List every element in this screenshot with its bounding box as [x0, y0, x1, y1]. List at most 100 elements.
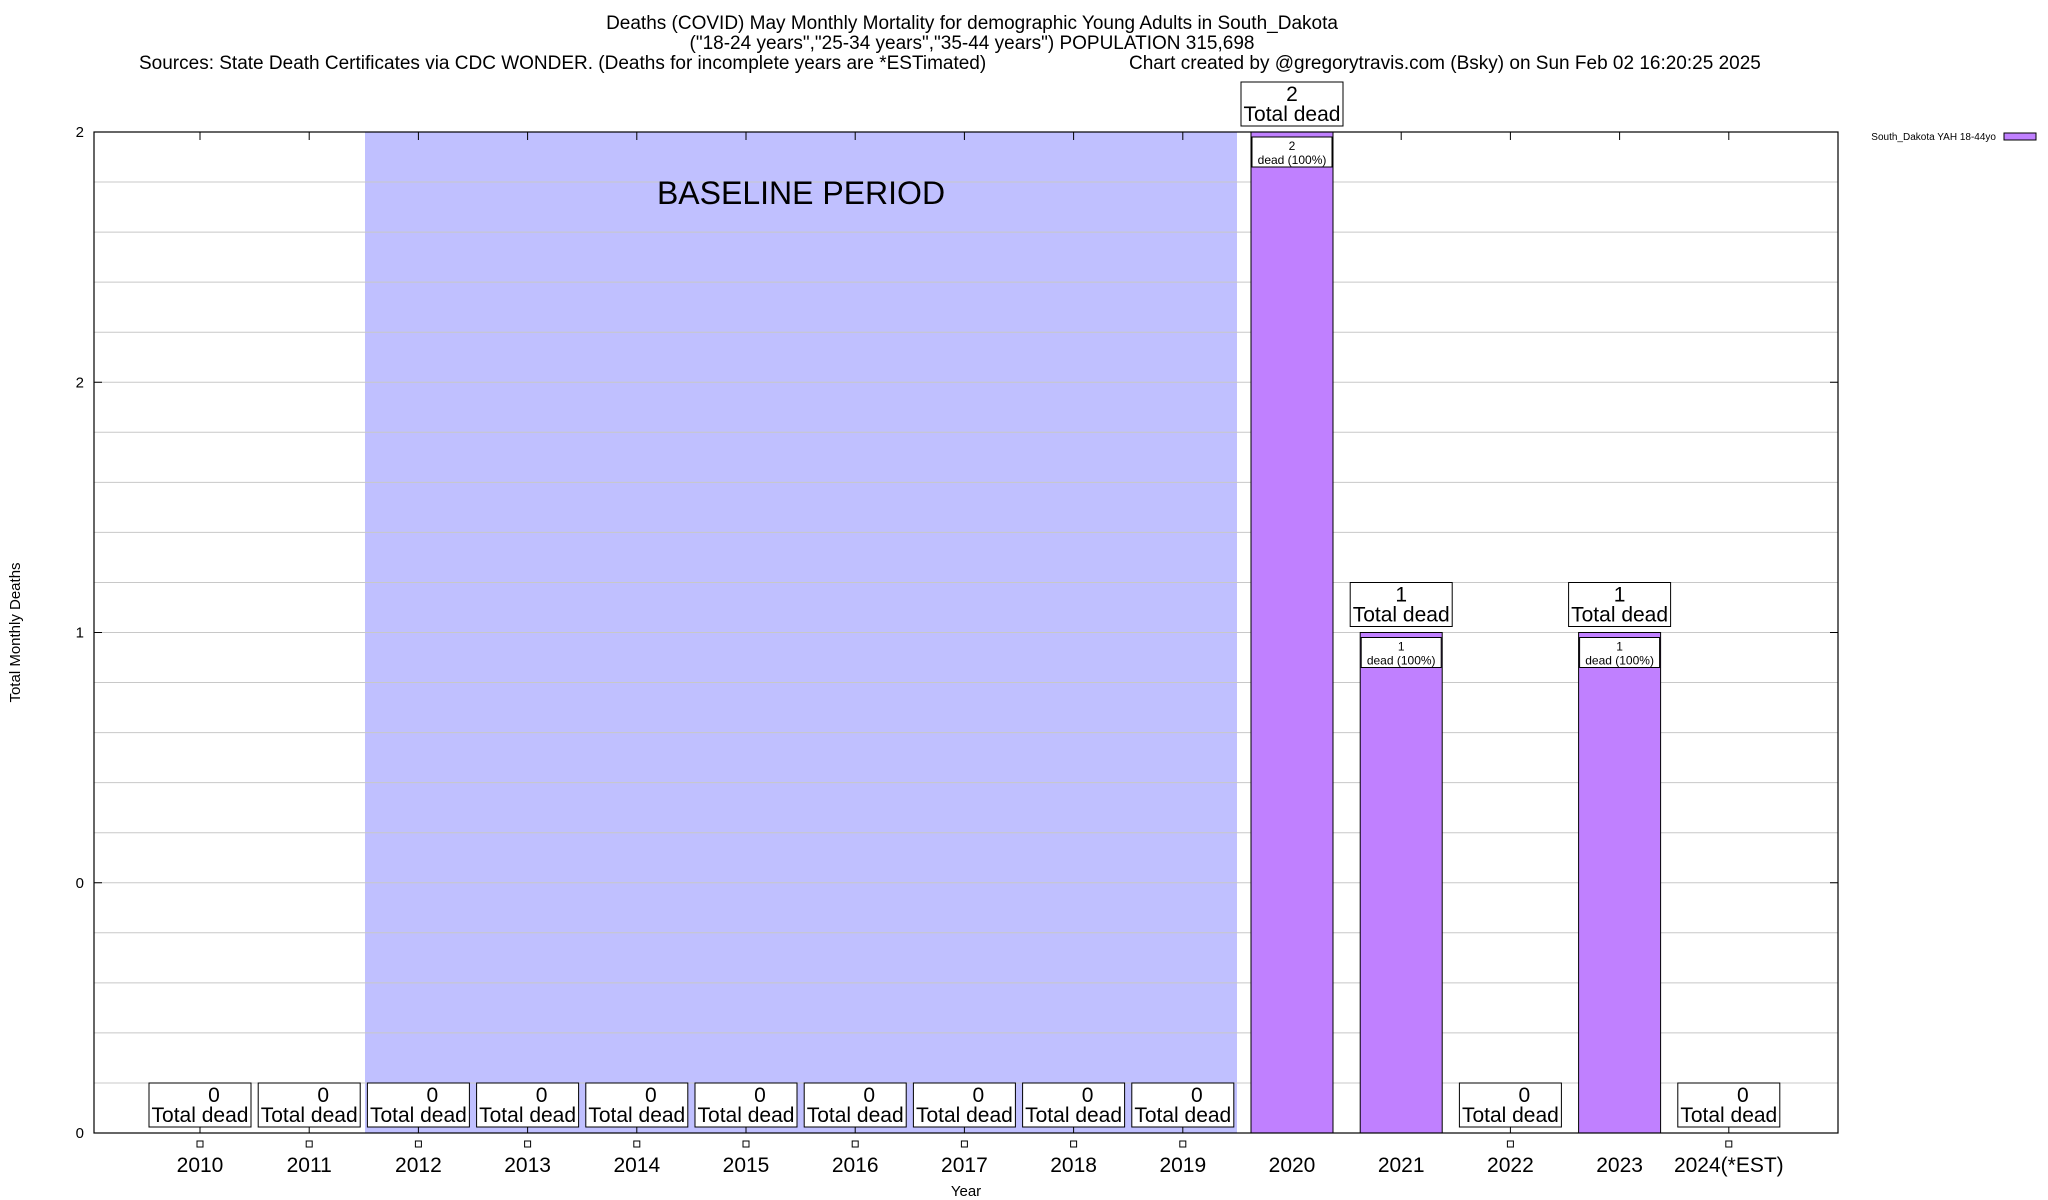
- total-label-box: [1349, 582, 1453, 627]
- total-value-label: 0: [754, 1084, 766, 1107]
- y-tick-label: 2: [76, 374, 84, 391]
- total-label-box: [366, 1082, 470, 1128]
- x-tick-label: 2014: [613, 1154, 660, 1177]
- total-label-box: [476, 1082, 580, 1128]
- total-label-box: [1677, 1082, 1781, 1128]
- total-value-label: 0: [1191, 1084, 1203, 1107]
- total-label-box: [1568, 582, 1672, 627]
- x-tick-label: 2015: [723, 1154, 770, 1177]
- y-tick-label: 0: [76, 875, 84, 892]
- x-tick-label: 2020: [1269, 1154, 1316, 1177]
- segment-label-box: [1360, 637, 1442, 668]
- zero-marker: [305, 1140, 313, 1148]
- total-label-box: [1131, 1082, 1235, 1128]
- x-axis-title: Year: [951, 1183, 981, 1200]
- total-value-label: 0: [208, 1084, 220, 1107]
- x-tick-label: 2010: [177, 1154, 224, 1177]
- total-label-box: [1022, 1082, 1126, 1128]
- x-tick-label: 2011: [287, 1154, 332, 1177]
- x-tick-label: 2023: [1596, 1154, 1643, 1177]
- zero-marker: [1179, 1140, 1187, 1148]
- sources-note: Sources: State Death Certificates via CD…: [139, 53, 987, 74]
- x-tick-label: 2022: [1487, 1154, 1534, 1177]
- zero-marker: [742, 1140, 750, 1148]
- total-dead-label: Total dead: [1462, 1104, 1559, 1127]
- total-value-label: 0: [427, 1084, 439, 1107]
- segment-percent-label: dead (100%): [1367, 654, 1436, 668]
- zero-marker: [524, 1140, 532, 1148]
- y-axis-title: Total Monthly Deaths: [7, 562, 24, 702]
- legend-label: South_Dakota YAH 18-44yo: [1871, 132, 1996, 143]
- segment-percent-label: dead (100%): [1585, 654, 1654, 668]
- segment-value-label: 1: [1398, 640, 1405, 654]
- total-dead-label: Total dead: [370, 1104, 467, 1127]
- total-dead-label: Total dead: [152, 1104, 249, 1127]
- total-label-box: [148, 1082, 252, 1128]
- total-label-box: [912, 1082, 1016, 1128]
- total-value-label: 0: [1519, 1084, 1531, 1107]
- total-label-box: [257, 1082, 361, 1128]
- x-tick-label: 2021: [1378, 1154, 1425, 1177]
- total-dead-label: Total dead: [1571, 604, 1668, 627]
- y-tick-label: 2: [76, 124, 84, 141]
- segment-label-box: [1251, 136, 1333, 168]
- total-value-label: 1: [1614, 584, 1626, 607]
- total-value-label: 2: [1286, 83, 1298, 106]
- x-tick-label: 2013: [504, 1154, 551, 1177]
- total-value-label: 1: [1395, 584, 1407, 607]
- total-dead-label: Total dead: [1134, 1104, 1231, 1127]
- bar: [1578, 632, 1662, 1134]
- total-label-box: [1240, 81, 1344, 127]
- legend-swatch: [2003, 132, 2037, 141]
- y-tick-label: 1: [76, 625, 84, 642]
- bar: [1250, 131, 1334, 1134]
- chart-title: Deaths (COVID) May Monthly Mortality for…: [606, 13, 1338, 34]
- total-value-label: 0: [536, 1084, 548, 1107]
- zero-marker: [960, 1140, 968, 1148]
- plot-border: [93, 131, 1839, 1134]
- segment-label-box: [1579, 637, 1661, 668]
- total-dead-label: Total dead: [588, 1104, 685, 1127]
- total-dead-label: Total dead: [1244, 103, 1341, 126]
- total-value-label: 0: [1082, 1084, 1094, 1107]
- total-label-box: [694, 1082, 798, 1128]
- segment-percent-label: dead (100%): [1258, 153, 1327, 167]
- zero-marker: [633, 1140, 641, 1148]
- x-tick-label: 2017: [941, 1154, 988, 1177]
- x-tick-label: 2018: [1050, 1154, 1097, 1177]
- x-tick-label: 2024(*EST): [1674, 1154, 1784, 1177]
- total-value-label: 0: [863, 1084, 875, 1107]
- y-tick-label: 0: [76, 1125, 84, 1142]
- bar: [1359, 632, 1443, 1134]
- total-dead-label: Total dead: [698, 1104, 795, 1127]
- total-value-label: 0: [973, 1084, 985, 1107]
- total-dead-label: Total dead: [1353, 604, 1450, 627]
- total-dead-label: Total dead: [916, 1104, 1013, 1127]
- x-tick-label: 2016: [832, 1154, 879, 1177]
- total-value-label: 0: [1737, 1084, 1749, 1107]
- total-dead-label: Total dead: [1025, 1104, 1122, 1127]
- zero-marker: [196, 1140, 204, 1148]
- segment-value-label: 1: [1616, 640, 1623, 654]
- zero-marker: [1725, 1140, 1733, 1148]
- total-label-box: [803, 1082, 907, 1128]
- total-dead-label: Total dead: [261, 1104, 358, 1127]
- chart-credit: Chart created by @gregorytravis.com (Bsk…: [1129, 53, 1761, 74]
- total-value-label: 0: [645, 1084, 657, 1107]
- total-dead-label: Total dead: [479, 1104, 576, 1127]
- zero-marker: [1506, 1140, 1514, 1148]
- x-tick-label: 2019: [1159, 1154, 1206, 1177]
- baseline-period-label: BASELINE PERIOD: [657, 175, 945, 211]
- zero-marker: [851, 1140, 859, 1148]
- x-tick-label: 2012: [395, 1154, 442, 1177]
- total-label-box: [585, 1082, 689, 1128]
- total-label-box: [1458, 1082, 1562, 1128]
- total-value-label: 0: [317, 1084, 329, 1107]
- total-dead-label: Total dead: [1680, 1104, 1777, 1127]
- total-dead-label: Total dead: [807, 1104, 904, 1127]
- zero-marker: [414, 1140, 422, 1148]
- chart-subtitle: ("18-24 years","25-34 years","35-44 year…: [689, 33, 1255, 54]
- zero-marker: [1070, 1140, 1078, 1148]
- segment-value-label: 2: [1289, 139, 1296, 153]
